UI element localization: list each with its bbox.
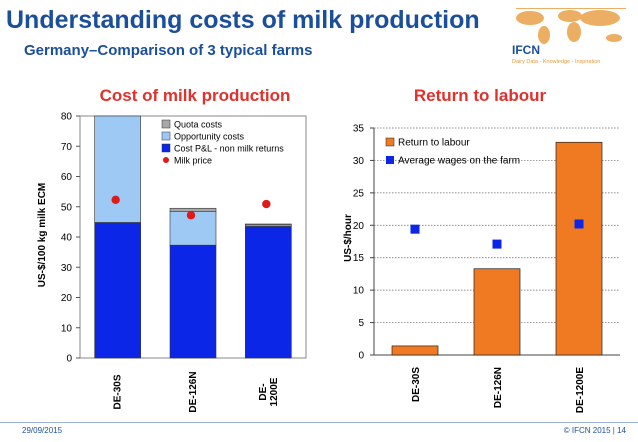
milk-price-point	[111, 195, 120, 204]
legend-swatch	[161, 143, 171, 153]
logo-name: IFCN	[512, 43, 540, 57]
labour-chart-ylabel: US-$/hour	[343, 214, 354, 262]
legend-label: Opportunity costs	[174, 132, 245, 142]
cost-y-tick-label: 80	[61, 112, 73, 123]
footer-copyright: © IFCN 2015 | 14	[563, 426, 626, 435]
labour-y-tick-label: 30	[353, 156, 365, 167]
cost-y-tick-label: 0	[66, 354, 72, 365]
ifcn-logo: IFCN Dairy Data - Knowledge - Inspiratio…	[512, 8, 626, 65]
legend-label: Cost P&L - non milk returns	[174, 144, 284, 154]
cost-bar-segment	[169, 244, 217, 359]
legend-label: Return to labour	[398, 138, 470, 149]
cost-bar-segment	[245, 226, 292, 359]
labour-y-tick-label: 15	[353, 253, 365, 264]
labour-chart: Return to labour US-$/hour 0 5 10 15 20 25 30 3…	[343, 86, 620, 413]
labour-y-tick-label: 0	[358, 351, 364, 362]
labour-x-tick-label: DE-1200E	[575, 367, 586, 413]
world-map-icon	[516, 8, 626, 44]
legend-swatch	[161, 131, 171, 141]
milk-price-point	[262, 199, 271, 209]
cost-y-tick-label: 20	[61, 293, 73, 304]
cost-bar-segment	[94, 222, 141, 359]
labour-bar	[391, 345, 439, 356]
cost-bar-segment	[245, 223, 292, 226]
page-title: Understanding costs of milk production	[6, 6, 480, 34]
legend-swatch	[385, 137, 395, 147]
legend-marker	[386, 156, 394, 164]
cost-bar-segment	[94, 115, 141, 223]
labour-y-tick-label: 20	[353, 221, 365, 232]
milk-price-point	[186, 211, 196, 220]
legend-marker	[163, 157, 169, 163]
cost-x-tick-label: DE-30S	[113, 374, 124, 409]
cost-y-tick-label: 50	[61, 202, 73, 213]
labour-y-tick-label: 10	[353, 286, 365, 297]
average-wage-point	[410, 224, 420, 234]
cost-y-tick-label: 70	[61, 142, 73, 153]
logo-tagline: Dairy Data - Knowledge - Inspiration	[512, 59, 600, 65]
cost-y-tick-label: 40	[61, 233, 73, 244]
cost-chart-title: Cost of milk production	[100, 86, 291, 105]
cost-chart-ylabel: US-$/100 kg milk ECM	[37, 183, 48, 287]
legend-label: Average wages on the farm	[398, 156, 520, 167]
cost-y-tick-label: 60	[61, 172, 73, 183]
labour-y-tick-label: 35	[353, 124, 365, 135]
cost-bar-segment	[169, 207, 217, 212]
labour-x-tick-label: DE-30S	[411, 367, 422, 402]
average-wage-point	[492, 239, 502, 249]
labour-y-tick-label: 25	[353, 188, 365, 199]
labour-bar	[473, 268, 521, 356]
footer-divider	[0, 422, 638, 423]
cost-y-tick-label: 10	[61, 323, 73, 334]
labour-chart-title: Return to labour	[414, 86, 547, 105]
legend-label: Milk price	[174, 156, 212, 166]
cost-chart: Cost of milk production US-$/100 kg milk…	[37, 86, 307, 413]
cost-y-tick-label: 30	[61, 263, 73, 274]
labour-x-tick-label: DE-126N	[493, 367, 504, 408]
legend-label: Quota costs	[174, 120, 223, 130]
footer-date: 29/09/2015	[22, 426, 63, 435]
labour-bar	[555, 141, 603, 356]
page-subtitle: Germany–Comparison of 3 typical farms	[24, 42, 313, 59]
legend-swatch	[161, 119, 171, 129]
cost-x-tick-label: DE-126N	[188, 371, 199, 412]
labour-y-tick-label: 5	[358, 318, 364, 329]
average-wage-point	[574, 219, 584, 229]
cost-x-tick-label: DE-1200E	[258, 377, 280, 406]
